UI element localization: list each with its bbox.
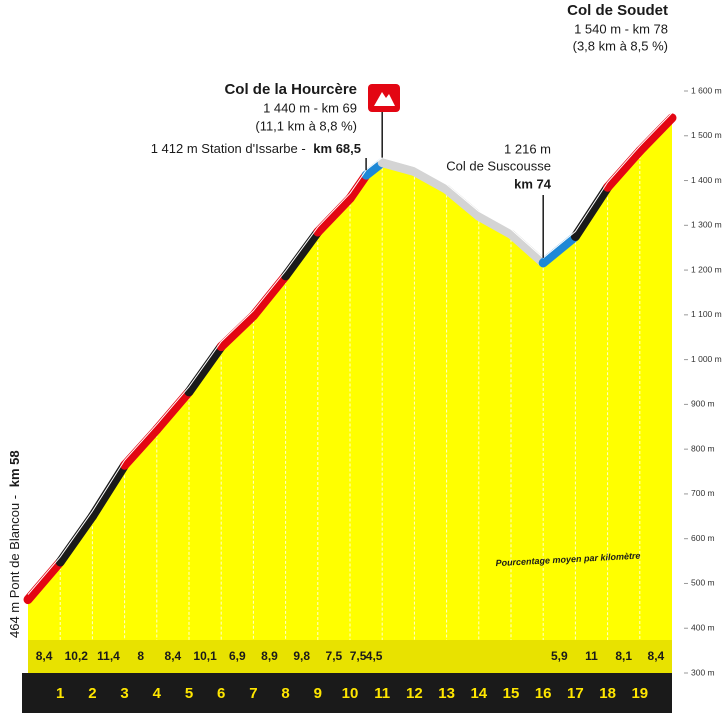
- x-tick-label: 1: [56, 685, 64, 702]
- profile-face: [28, 640, 672, 673]
- point-km: km 74: [514, 176, 552, 191]
- x-tick-label: 3: [120, 685, 128, 702]
- gradient-label: 7,5: [326, 649, 343, 663]
- gradient-label: 9,8: [293, 649, 310, 663]
- gradient-stripe: [120, 424, 162, 470]
- summit-name: Col de la Hourcère: [224, 81, 357, 98]
- point-altitude: 1 216 m: [504, 141, 551, 156]
- gradient-stripe: [281, 227, 323, 281]
- gradient-stripe: [506, 229, 548, 268]
- y-tick-label: 1 100 m: [691, 309, 722, 319]
- x-tick-label: 7: [249, 685, 257, 702]
- x-tick-label: 14: [470, 685, 487, 702]
- gradient-stripe: [570, 182, 613, 241]
- x-tick-label: 12: [406, 685, 423, 702]
- summit-detail: 1 440 m - km 69: [263, 100, 357, 115]
- gradient-stripe: [55, 511, 97, 567]
- x-tick-label: 13: [438, 685, 455, 702]
- gradient-label: 8,4: [36, 649, 53, 663]
- y-tick-label: 1 000 m: [691, 354, 722, 364]
- gradient-label: 11: [585, 649, 598, 663]
- y-tick-label: 400 m: [691, 622, 715, 632]
- y-tick-label: 700 m: [691, 488, 715, 498]
- plot: 8,4 10,2 11,4 8 8,4 10,1 6,9 8,9 9,8 7,5 7,5 4,5 5,9…: [22, 85, 722, 713]
- point-km: km 68,5: [313, 141, 361, 156]
- gradient-stripe: [345, 170, 371, 203]
- point-name: Col de Suscousse: [446, 158, 551, 173]
- start-label: 464 m Pont de Blancou - km 58: [7, 450, 22, 638]
- y-tick-label: 1 300 m: [691, 220, 722, 230]
- x-tick-label: 8: [281, 685, 289, 702]
- x-tick-label: 10: [342, 685, 359, 702]
- y-tick-label: 500 m: [691, 578, 715, 588]
- gradient-label: 10,1: [193, 649, 217, 663]
- x-tick-label: 18: [599, 685, 616, 702]
- gradient-label: 5,9: [551, 649, 568, 663]
- gradient-stripe: [87, 460, 130, 521]
- gradient-label: 10,2: [65, 649, 89, 663]
- x-tick-label: 9: [314, 685, 322, 702]
- y-tick-label: 900 m: [691, 399, 715, 409]
- x-tick-label: 5: [185, 685, 193, 702]
- gradient-label: 8,4: [165, 649, 182, 663]
- y-tick-label: 1 600 m: [691, 85, 722, 95]
- gradient-stripe: [248, 271, 291, 321]
- x-tick-label: 17: [567, 685, 584, 702]
- gradient-label: 8,9: [261, 649, 278, 663]
- gradient-stripe: [603, 146, 645, 192]
- y-tick-label: 600 m: [691, 533, 715, 543]
- gradient-stripe: [474, 211, 516, 239]
- gradient-stripe: [409, 167, 452, 194]
- gradient-label: 11,4: [97, 649, 120, 663]
- x-tick-label: 19: [631, 685, 648, 702]
- summit-stats: (3,8 km à 8,5 %): [573, 38, 668, 53]
- y-tick-label: 800 m: [691, 443, 715, 453]
- y-tick-label: 300 m: [691, 667, 715, 677]
- gradient-label: 8,4: [648, 649, 665, 663]
- point-label: 1 412 m Station d'Issarbe - km 68,5: [151, 141, 361, 156]
- summit-stats: (11,1 km à 8,8 %): [255, 118, 357, 133]
- summit-detail: 1 540 m - km 78: [574, 21, 668, 36]
- gradient-label: 7,5: [350, 649, 367, 663]
- gradient-stripe: [216, 311, 258, 352]
- x-tick-label: 15: [503, 685, 520, 702]
- x-tick-label: 16: [535, 685, 552, 702]
- gradient-stripe: [23, 557, 65, 605]
- x-tick-label: 2: [88, 685, 96, 702]
- x-tick-label: 6: [217, 685, 225, 702]
- start-text: 464 m Pont de Blancou -: [7, 495, 22, 638]
- gradient-stripe: [184, 342, 226, 397]
- gradient-stripe: [635, 113, 677, 156]
- x-tick-label: 11: [374, 685, 390, 702]
- gradient-stripe: [313, 193, 355, 237]
- y-tick-label: 1 400 m: [691, 175, 722, 185]
- km-bar: [22, 673, 672, 713]
- y-tick-label: 1 500 m: [691, 130, 722, 140]
- profile-line: [27, 112, 673, 595]
- y-tick-label: 1 200 m: [691, 264, 722, 274]
- gradient-stripe: [538, 232, 580, 268]
- gradient-stripe: [377, 158, 419, 177]
- summit-flag: [368, 84, 400, 112]
- gradient-label: 8,1: [615, 649, 632, 663]
- gradient-stripe: [442, 184, 484, 221]
- start-km: km 58: [7, 450, 22, 487]
- x-tick-label: 4: [153, 685, 162, 702]
- gradient-stripe: [152, 387, 194, 434]
- flag-icon: [374, 92, 395, 106]
- gradient-label: 6,9: [229, 649, 246, 663]
- gradient-label: 8: [137, 649, 144, 663]
- point-text: 1 412 m Station d'Issarbe -: [151, 141, 306, 156]
- gradient-label: 4,5: [366, 649, 383, 663]
- summit-name: Col de Soudet: [567, 2, 668, 19]
